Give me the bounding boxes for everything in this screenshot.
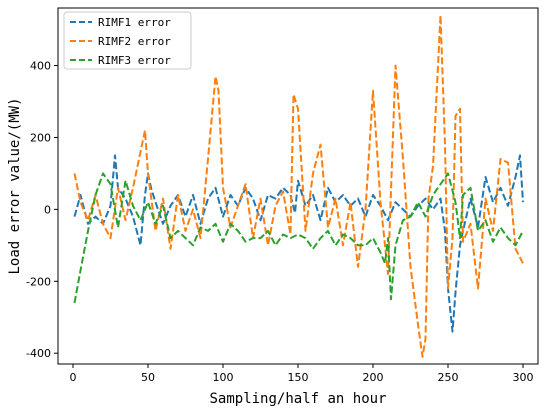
x-tick-label: 100: [213, 371, 234, 384]
legend-box: [63, 11, 192, 70]
y-tick-label: 400: [30, 60, 51, 73]
y-tick-label: 0: [44, 203, 51, 216]
y-tick-label: 200: [30, 131, 51, 144]
y-axis: -400 -200 0 200 400: [26, 60, 58, 360]
x-tick-label: 200: [363, 371, 384, 384]
series-line-rimf2-error: [73, 14, 524, 358]
x-tick-label: 50: [141, 371, 155, 384]
series-line-rimf3-error: [73, 172, 524, 304]
x-axis: 0 50 100 150 200 250 300: [70, 364, 534, 384]
x-tick-label: 250: [438, 371, 459, 384]
legend: RIMF1 error RIMF2 error RIMF3 error: [63, 11, 192, 70]
series-line-rimf1-error: [73, 154, 524, 333]
y-tick-label: -200: [26, 275, 51, 288]
legend-label-rimf3: RIMF3 error: [98, 54, 171, 67]
series-layer: [73, 14, 524, 358]
x-tick-label: 300: [513, 371, 534, 384]
legend-label-rimf1: RIMF1 error: [98, 16, 171, 29]
x-axis-title: Sampling/half an hour: [209, 391, 386, 407]
x-tick-label: 0: [70, 371, 77, 384]
y-tick-label: -400: [26, 347, 51, 360]
x-tick-label: 150: [288, 371, 309, 384]
legend-label-rimf2: RIMF2 error: [98, 35, 171, 48]
y-axis-title: Load error value/(MW): [7, 97, 23, 274]
